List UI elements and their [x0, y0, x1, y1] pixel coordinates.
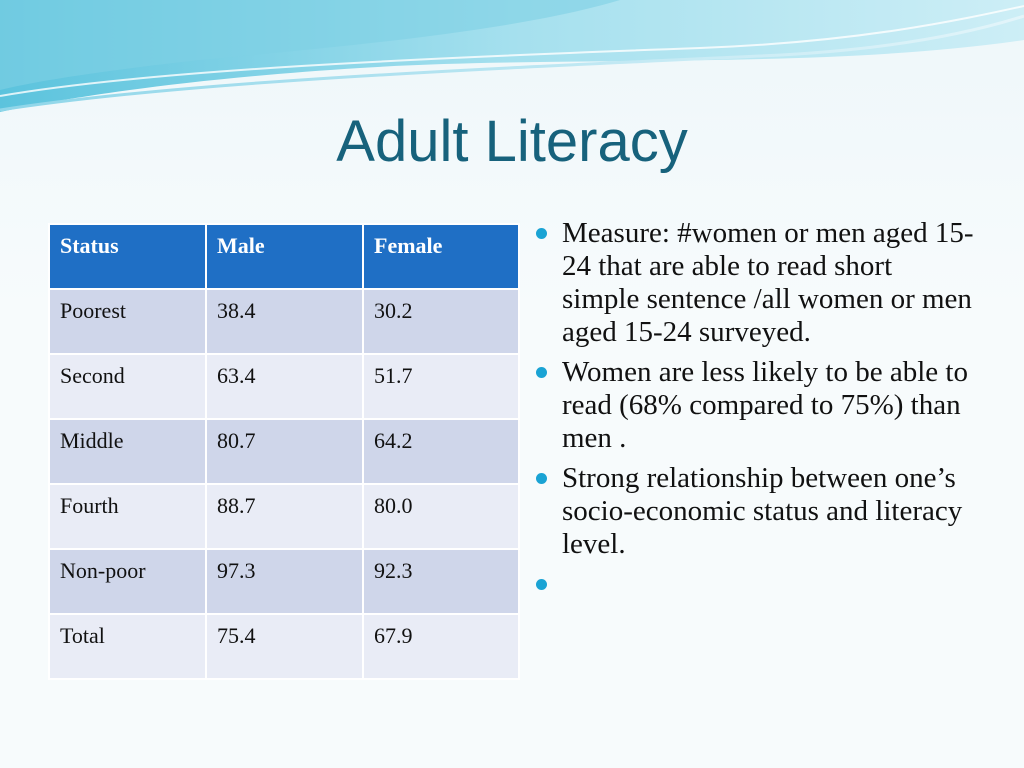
bullet-dot-icon	[536, 473, 547, 484]
cell-male: 80.7	[205, 418, 364, 485]
cell-male: 75.4	[205, 613, 364, 680]
cell-male: 88.7	[205, 483, 364, 550]
cell-status: Non-poor	[48, 548, 207, 615]
bullet-text: Measure: #women or men aged 15-24 that a…	[562, 217, 974, 348]
table-row: Middle 80.7 64.2	[48, 418, 520, 485]
cell-female: 30.2	[362, 288, 520, 355]
bullet-item: Strong relationship between one’s socio-…	[536, 462, 976, 561]
cell-status: Total	[48, 613, 207, 680]
bullet-item: Measure: #women or men aged 15-24 that a…	[536, 217, 976, 349]
bullet-text: Women are less likely to be able to read…	[562, 356, 968, 454]
cell-female: 92.3	[362, 548, 520, 615]
cell-female: 80.0	[362, 483, 520, 550]
table-header-row: Status Male Female	[48, 223, 520, 290]
cell-male: 63.4	[205, 353, 364, 420]
table-row: Poorest 38.4 30.2	[48, 288, 520, 355]
bullet-item: Women are less likely to be able to read…	[536, 356, 976, 455]
table-row: Second 63.4 51.7	[48, 353, 520, 420]
cell-male: 38.4	[205, 288, 364, 355]
bullet-list: Measure: #women or men aged 15-24 that a…	[536, 217, 976, 590]
table-row: Total 75.4 67.9	[48, 613, 520, 680]
cell-female: 67.9	[362, 613, 520, 680]
bullet-dot-icon	[536, 228, 547, 239]
table-row: Non-poor 97.3 92.3	[48, 548, 520, 615]
cell-status: Fourth	[48, 483, 207, 550]
bullet-dot-icon	[536, 579, 547, 590]
cell-female: 64.2	[362, 418, 520, 485]
decorative-wave	[0, 0, 1024, 112]
cell-status: Second	[48, 353, 207, 420]
cell-status: Middle	[48, 418, 207, 485]
cell-female: 51.7	[362, 353, 520, 420]
bullet-text: Strong relationship between one’s socio-…	[562, 462, 963, 560]
bullet-dot-icon	[536, 367, 547, 378]
header-female: Female	[362, 223, 520, 290]
literacy-table: Status Male Female Poorest 38.4 30.2 Sec…	[48, 223, 520, 680]
table-row: Fourth 88.7 80.0	[48, 483, 520, 550]
cell-male: 97.3	[205, 548, 364, 615]
header-status: Status	[48, 223, 207, 290]
cell-status: Poorest	[48, 288, 207, 355]
slide-title: Adult Literacy	[336, 109, 688, 174]
header-male: Male	[205, 223, 364, 290]
